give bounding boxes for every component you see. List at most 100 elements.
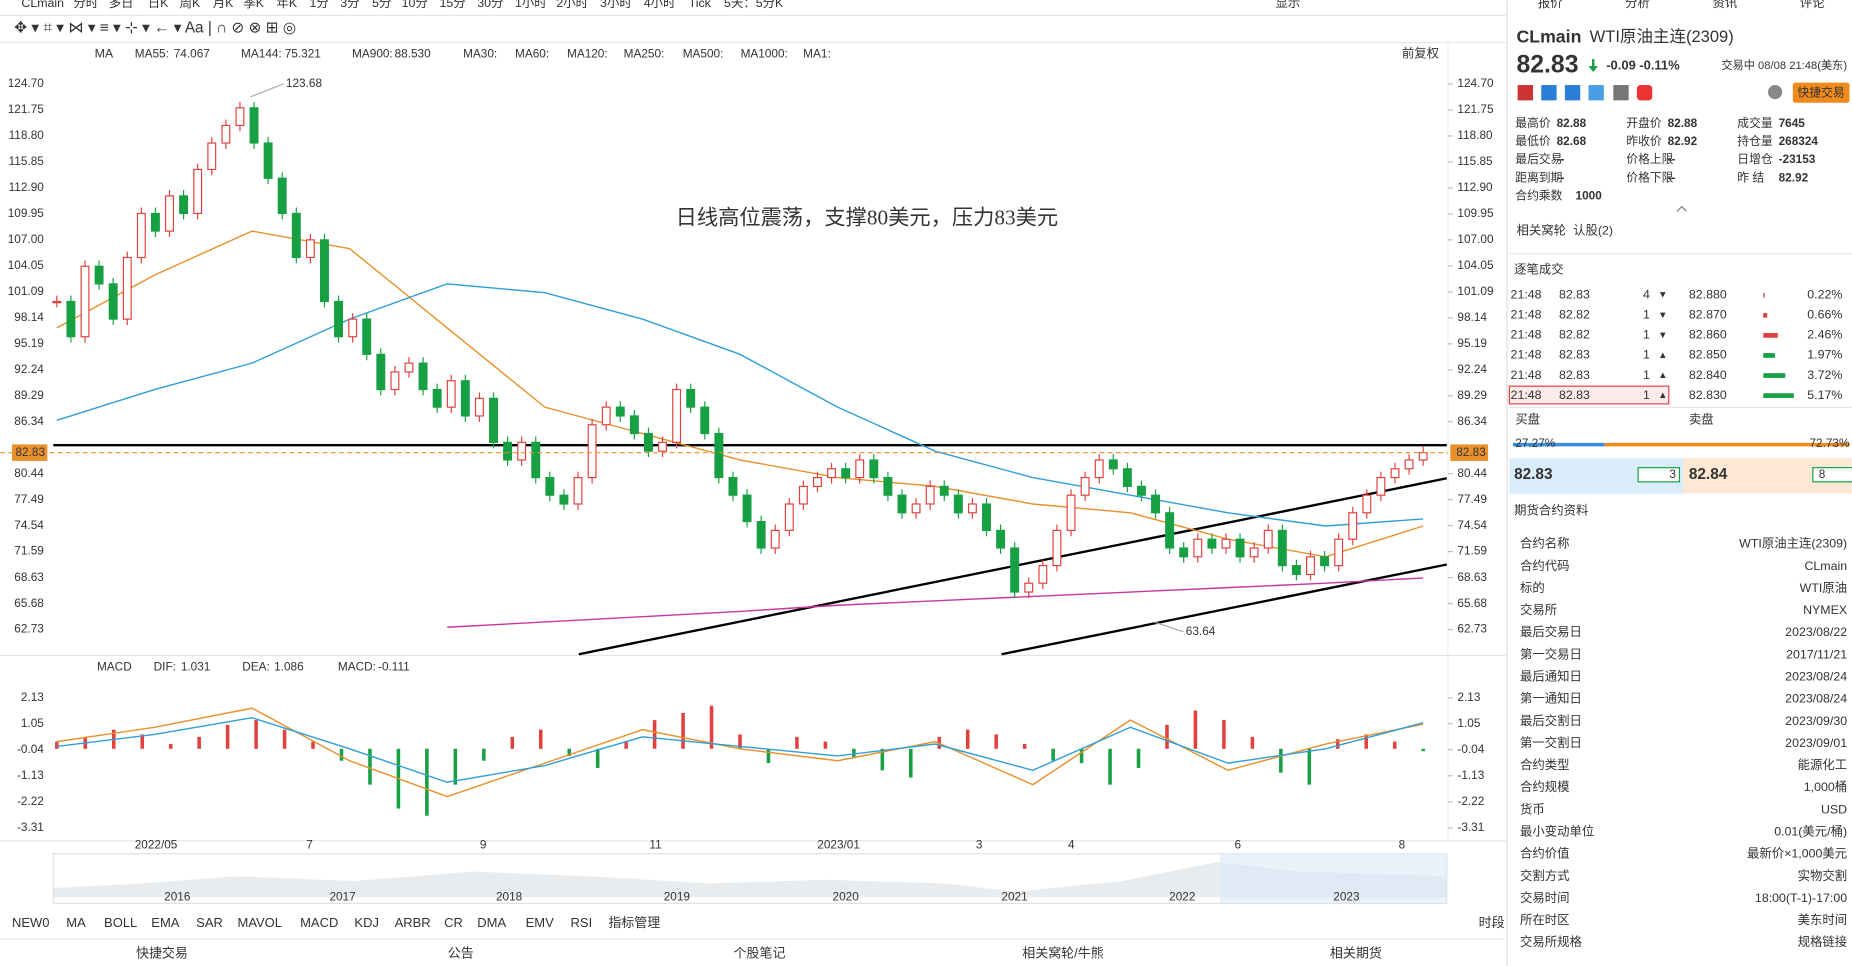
indicator-tab[interactable]: EMV <box>526 915 554 930</box>
indicator-tab[interactable]: ARBR <box>395 915 431 930</box>
period-tab[interactable]: 1分 <box>310 0 329 10</box>
period-tab[interactable]: 2小时 <box>556 0 588 10</box>
candle-body <box>1066 494 1076 531</box>
candle-body <box>559 494 569 505</box>
y-tick-label: 86.34 <box>1457 414 1487 428</box>
trade-highlight <box>1508 385 1670 405</box>
collapse-caret[interactable] <box>1676 205 1687 212</box>
period-tab[interactable]: 3小时 <box>600 0 632 10</box>
candle-body <box>1263 529 1273 549</box>
session-tab[interactable]: 时段 <box>1479 915 1505 930</box>
period-tab[interactable]: 季K <box>243 0 264 10</box>
period-tab[interactable]: 30分 <box>477 0 503 10</box>
trade-bar <box>1763 312 1768 318</box>
indicator-tab[interactable]: SAR <box>196 915 223 930</box>
icon[interactable] <box>1636 85 1653 101</box>
footer-tab[interactable]: 公告 <box>448 946 474 961</box>
candle-body <box>742 494 752 523</box>
legend-faded: MA1: <box>803 46 831 60</box>
period-tab[interactable]: 15分 <box>439 0 465 10</box>
footer-tab[interactable]: 相关期货 <box>1330 946 1382 961</box>
period-tab[interactable]: 4小时 <box>644 0 676 10</box>
candle-body <box>1320 556 1330 567</box>
legend-name: MA55: <box>135 46 169 60</box>
trade-pct: 5.17% <box>1807 388 1842 402</box>
period-tab[interactable]: 5分 <box>372 0 391 10</box>
legend-ma[interactable]: MA <box>95 47 114 61</box>
period-tab[interactable]: 年K <box>276 0 297 10</box>
period-tab[interactable]: 月K <box>213 0 234 10</box>
y-tick-label: 101.09 <box>8 284 44 298</box>
candle-body <box>756 521 766 549</box>
period-tab[interactable]: 分时 <box>73 0 98 10</box>
trade-level: 82.870 <box>1689 308 1727 322</box>
footer-tab[interactable]: 个股笔记 <box>734 946 786 961</box>
indicator-tab[interactable]: KDJ <box>354 915 379 930</box>
symbol-tab[interactable]: CLmain <box>21 0 64 10</box>
contract-value[interactable]: 规格链接 <box>1798 934 1848 949</box>
candle-body <box>813 476 822 487</box>
tool-icon[interactable]: ✥ ▾ ⌗ ▾ ⋈ ▾ ≡ ▾ ⊹ ▾ ← ▾ Aa | ∩ ⊘ ⊗ ⊞ ◎ <box>14 19 296 36</box>
candle-body <box>996 529 1006 549</box>
footer-tab[interactable]: 快捷交易 <box>136 946 188 961</box>
period-tab[interactable]: 1小时 <box>515 0 547 10</box>
indicator-tab[interactable]: MAVOL <box>238 915 283 930</box>
contract-label: 合约规模 <box>1520 779 1570 794</box>
panel-tab[interactable]: 分析 <box>1625 0 1650 10</box>
quick-trade-button[interactable] <box>1792 82 1850 103</box>
macd-bar <box>1392 741 1397 749</box>
macd-bar <box>1193 710 1198 749</box>
warrants-link[interactable]: 认股(2) <box>1573 224 1613 238</box>
x-tick-label: 11 <box>649 838 661 852</box>
trade-time: 21:48 <box>1511 388 1542 402</box>
stat-label: 成交量 <box>1737 116 1773 130</box>
chart-note: 日线高位震荡，支撑80美元，压力83美元 <box>676 206 1059 230</box>
period-tab[interactable]: Tick <box>689 0 712 10</box>
icon[interactable] <box>1564 85 1581 101</box>
indicator-tab[interactable]: MA <box>66 915 86 930</box>
icon[interactable] <box>1517 85 1533 101</box>
period-tab[interactable]: 5天：5分K <box>724 0 784 10</box>
indicator-tab[interactable]: NEW0 <box>12 915 50 930</box>
contract-label: 最小变动单位 <box>1520 824 1594 839</box>
contract-label: 第一交割日 <box>1520 735 1582 750</box>
indicator-tab[interactable]: BOLL <box>104 915 137 930</box>
display-menu[interactable]: 显示 <box>1276 0 1301 10</box>
macd-bar <box>795 736 799 749</box>
panel-tab[interactable]: 评论 <box>1800 0 1825 10</box>
icon[interactable] <box>1768 85 1783 100</box>
trade-price: 82.82 <box>1559 328 1590 342</box>
trade-volume: 1 <box>1643 308 1650 322</box>
y-tick-label: 98.14 <box>14 310 44 324</box>
stat-label: 最后交易 <box>1515 152 1562 166</box>
period-tab[interactable]: 3分 <box>340 0 359 10</box>
trade-direction: ▲ <box>1658 370 1667 381</box>
indicator-tab[interactable]: DMA <box>477 915 506 930</box>
period-tab[interactable]: 周K <box>180 0 201 10</box>
period-tab[interactable]: 多日 <box>109 0 134 10</box>
indicator-tab[interactable]: 指标管理 <box>608 915 660 930</box>
panel-tab[interactable]: 资讯 <box>1712 0 1737 10</box>
indicator-tab[interactable]: EMA <box>151 915 179 930</box>
icon[interactable] <box>1588 85 1604 101</box>
icon[interactable] <box>1541 85 1557 101</box>
contract-value: 18:00(T-1)-17:00 <box>1755 891 1847 905</box>
contract-value: 2023/09/01 <box>1785 736 1847 750</box>
macd-bar <box>909 748 913 778</box>
macd-bar <box>140 734 145 749</box>
indicator-tab[interactable]: RSI <box>571 915 593 930</box>
indicator-tab[interactable]: MACD <box>300 915 338 930</box>
indicator-tab[interactable]: CR <box>444 915 463 930</box>
trade-price: 82.83 <box>1559 287 1590 301</box>
panel-tab[interactable]: 报价 <box>1538 0 1563 10</box>
icon[interactable] <box>1613 85 1629 101</box>
stat-label: 价格上限 <box>1626 152 1673 166</box>
y-tick-label: 68.63 <box>1457 570 1487 584</box>
adjust-toggle[interactable]: 前复权 <box>1402 46 1439 61</box>
period-tab[interactable]: 日K <box>148 0 169 10</box>
footer-tab[interactable]: 相关窝轮/牛熊 <box>1022 946 1104 961</box>
trade-time: 21:48 <box>1511 348 1542 362</box>
navigator-window[interactable] <box>1220 853 1447 904</box>
period-tab[interactable]: 10分 <box>402 0 428 10</box>
